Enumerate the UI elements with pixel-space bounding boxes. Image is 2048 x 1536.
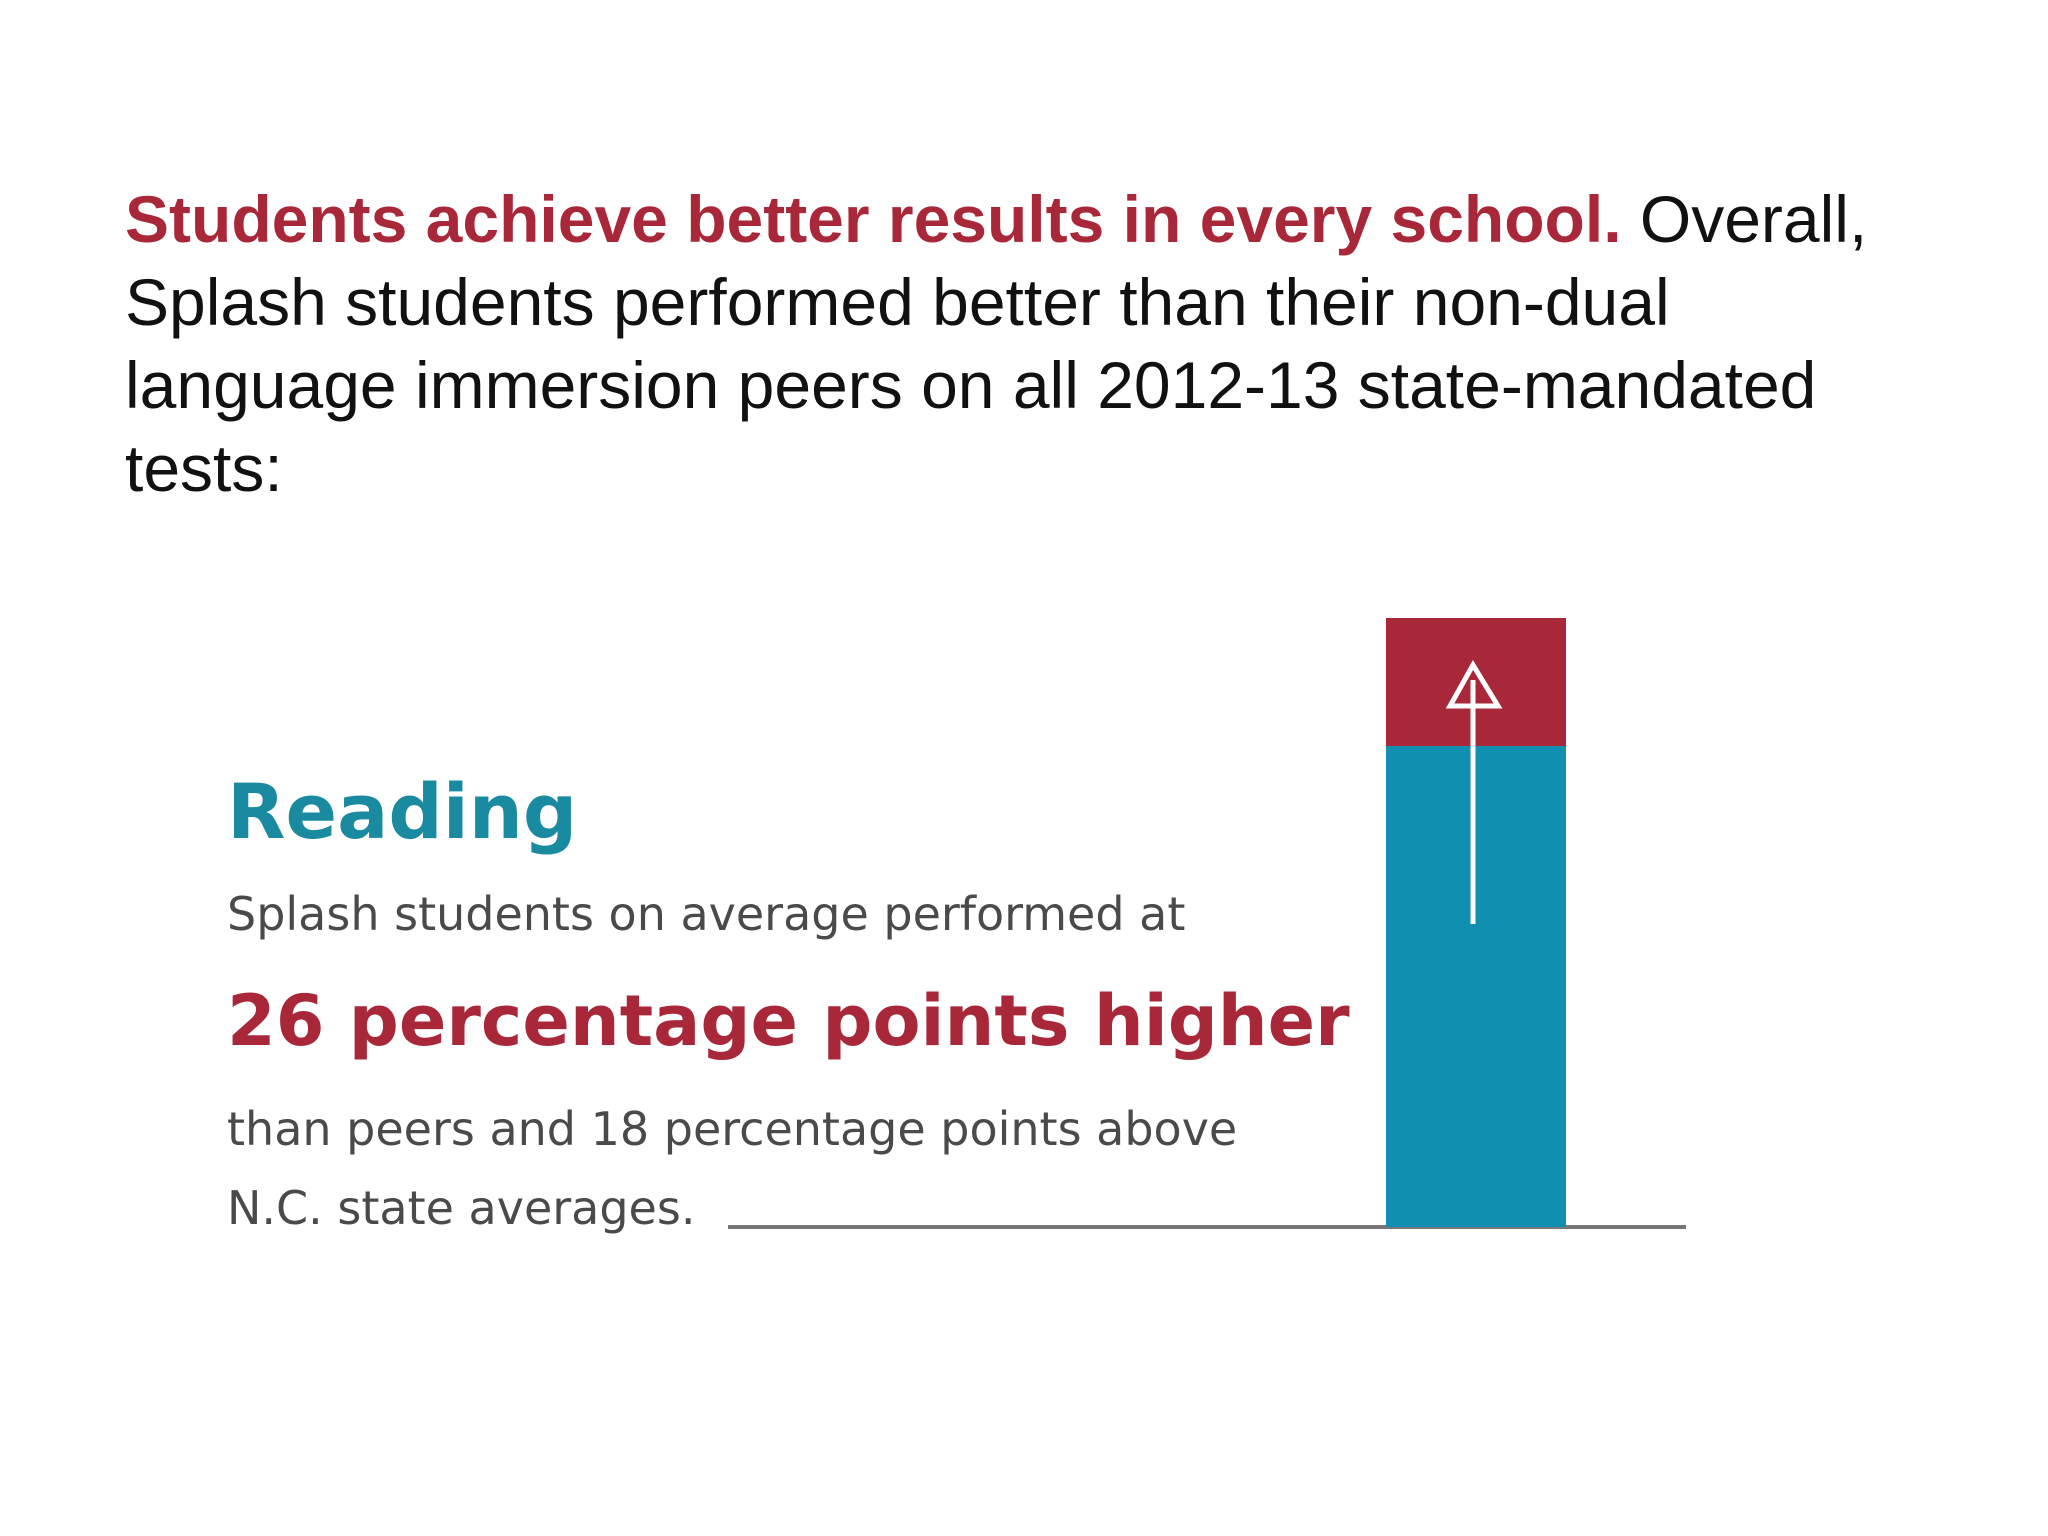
lead: Students achieve better results in every… bbox=[125, 182, 1622, 256]
info-line: than peers and 18 percentage points abov… bbox=[227, 1102, 1237, 1156]
paragraph-line: Splash students performed better than th… bbox=[125, 265, 1670, 339]
paragraph: Students achieve better results in every… bbox=[125, 178, 1867, 510]
paragraph-line: language immersion peers on all 2012-13 … bbox=[125, 348, 1817, 422]
bar-base bbox=[1386, 746, 1566, 1227]
paragraph-line: Students achieve better results in every… bbox=[125, 178, 1867, 261]
text: Overall, bbox=[1639, 182, 1868, 256]
bar-top bbox=[1386, 618, 1566, 746]
info-highlight: 26 percentage points higher bbox=[227, 980, 1350, 1062]
info-line: N.C. state averages. bbox=[227, 1181, 695, 1235]
info-title: Reading bbox=[227, 767, 577, 856]
info-line: Splash students on average performed at bbox=[227, 887, 1185, 941]
paragraph-line: tests: bbox=[125, 431, 283, 505]
arrow-head bbox=[1445, 660, 1503, 709]
